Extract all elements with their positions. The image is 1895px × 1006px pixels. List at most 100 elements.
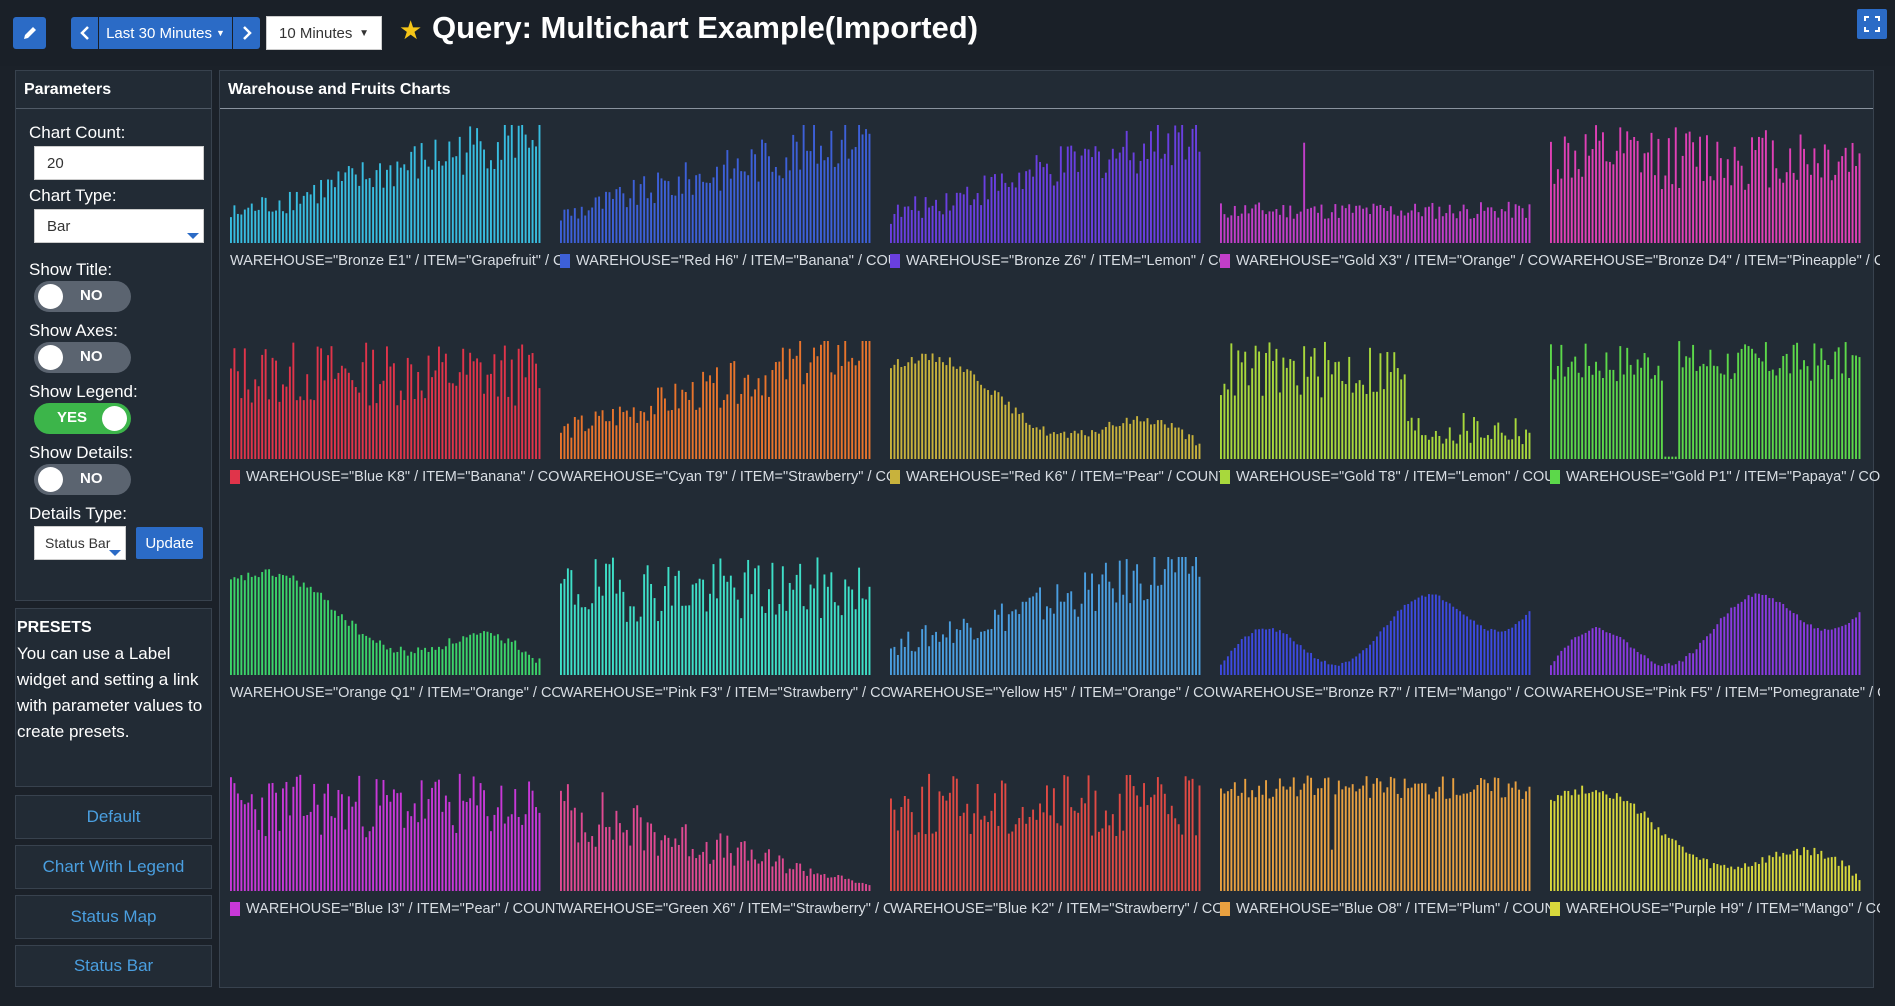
chart-bar <box>334 378 336 459</box>
chart-bar <box>1289 359 1292 459</box>
chart-bar <box>580 812 583 891</box>
chart-bar <box>1602 378 1604 459</box>
chart-cell[interactable]: WAREHOUSE="Purple H9" / ITEM="Mango" / C… <box>1550 769 1880 979</box>
preset-status-bar-button[interactable]: Status Bar <box>15 945 212 987</box>
favorite-star-icon[interactable]: ★ <box>399 15 423 45</box>
chart-bar <box>1608 633 1611 675</box>
chart-bar <box>1230 215 1233 243</box>
chart-bar <box>1369 347 1371 459</box>
chart-bar <box>1480 437 1482 459</box>
chart-bar <box>302 195 305 243</box>
chart-bar <box>1376 205 1378 243</box>
show-details-toggle[interactable]: NO <box>34 464 131 495</box>
chart-bar <box>514 640 517 675</box>
chart-count-input[interactable]: 20 <box>34 146 204 180</box>
preset-chart-with-legend-button[interactable]: Chart With Legend <box>15 845 212 889</box>
chart-cell[interactable]: WAREHOUSE="Gold X3" / ITEM="Orange" / CO… <box>1220 121 1550 331</box>
fullscreen-button[interactable] <box>1857 9 1887 39</box>
chart-bar <box>1035 427 1038 459</box>
chart-cell[interactable]: WAREHOUSE="Gold P1" / ITEM="Papaya" / CO… <box>1550 337 1880 547</box>
chart-bar <box>615 810 618 891</box>
chart-bar <box>1511 627 1514 675</box>
chart-bar <box>458 773 461 891</box>
update-button[interactable]: Update <box>136 527 203 559</box>
chart-cell[interactable]: WAREHOUSE="Blue K2" / ITEM="Strawberry" … <box>890 769 1220 979</box>
chart-bar <box>987 390 989 459</box>
chart-cell[interactable]: WAREHOUSE="Blue I3" / ITEM="Pear" / COUN… <box>230 769 560 979</box>
chart-bar <box>1087 775 1090 891</box>
chart-cell[interactable]: WAREHOUSE="Orange Q1" / ITEM="Orange" / … <box>230 553 560 763</box>
chart-bar <box>469 634 472 675</box>
details-type-select[interactable]: Status Bar <box>34 526 126 560</box>
chart-bar <box>275 360 277 459</box>
chart-cell[interactable]: WAREHOUSE="Bronze Z6" / ITEM="Lemon" / C… <box>890 121 1220 331</box>
previous-range-button[interactable] <box>71 17 98 49</box>
chart-bar <box>983 175 986 243</box>
chart-bar <box>1775 168 1778 243</box>
chart-bar <box>1018 414 1021 459</box>
chart-bar <box>1372 783 1375 891</box>
chart-bar <box>1261 395 1264 459</box>
chart-cell[interactable]: WAREHOUSE="Bronze R7" / ITEM="Mango" / C… <box>1220 553 1550 763</box>
details-type-value: Status Bar <box>45 535 111 551</box>
chart-bar <box>313 184 316 243</box>
chart-bar <box>830 372 833 459</box>
preset-status-map-button[interactable]: Status Map <box>15 895 212 939</box>
chart-bar <box>1723 864 1726 891</box>
pencil-icon <box>23 27 36 39</box>
chart-bar <box>1118 152 1121 243</box>
chart-bar <box>674 383 677 459</box>
time-range-dropdown[interactable]: Last 30 Minutes ▼ <box>99 17 232 49</box>
chart-bar <box>854 365 857 459</box>
chart-cell[interactable]: WAREHOUSE="Bronze E1" / ITEM="Grapefruit… <box>230 121 560 331</box>
chart-bar <box>1563 647 1566 675</box>
chart-bar <box>1282 633 1285 675</box>
chart-bar <box>1355 205 1358 243</box>
chart-cell[interactable]: WAREHOUSE="Gold T8" / ITEM="Lemon" / COU… <box>1220 337 1550 547</box>
chart-bar <box>1198 151 1201 243</box>
chart-bar <box>1160 784 1163 891</box>
show-title-toggle[interactable]: NO <box>34 281 131 312</box>
chart-cell[interactable]: WAREHOUSE="Green X6" / ITEM="Strawberry"… <box>560 769 890 979</box>
chart-bar <box>396 405 399 459</box>
chart-bar <box>275 210 277 243</box>
chart-bar <box>691 848 694 891</box>
chart-bar <box>496 396 499 459</box>
chart-bar <box>1174 572 1177 675</box>
show-axes-toggle[interactable]: NO <box>34 342 131 373</box>
edit-button[interactable] <box>13 17 46 49</box>
chart-bar <box>1810 855 1812 891</box>
chart-cell[interactable]: WAREHOUSE="Blue K8" / ITEM="Banana" / CO… <box>230 337 560 547</box>
chart-cell[interactable]: WAREHOUSE="Bronze D4" / ITEM="Pineapple"… <box>1550 121 1880 331</box>
chart-cell[interactable]: WAREHOUSE="Blue O8" / ITEM="Plum" / COUN <box>1220 769 1550 979</box>
show-legend-toggle[interactable]: YES <box>34 403 131 434</box>
chart-cell[interactable]: WAREHOUSE="Yellow H5" / ITEM="Orange" / … <box>890 553 1220 763</box>
preset-default-button[interactable]: Default <box>15 795 212 839</box>
chart-bar <box>406 655 409 675</box>
chart-cell[interactable]: WAREHOUSE="Red K6" / ITEM="Pear" / COUNT <box>890 337 1220 547</box>
chart-bar <box>1719 158 1722 243</box>
chart-bar <box>861 598 864 675</box>
chart-bar <box>976 193 979 243</box>
next-range-button[interactable] <box>233 17 260 49</box>
chart-cell[interactable]: WAREHOUSE="Cyan T9" / ITEM="Strawberry" … <box>560 337 890 547</box>
chart-bar <box>900 638 903 675</box>
chart-bar <box>1452 440 1455 459</box>
chart-bar <box>299 396 302 459</box>
chart-type-select[interactable]: Bar <box>34 209 204 243</box>
interval-select[interactable]: 10 Minutes ▼ <box>266 16 382 50</box>
chart-bar <box>1764 342 1767 459</box>
chart-cell[interactable]: WAREHOUSE="Pink F5" / ITEM="Pomegranate"… <box>1550 553 1880 763</box>
chart-bar <box>778 361 781 459</box>
chart-bar <box>1827 364 1830 459</box>
chart-cell[interactable]: WAREHOUSE="Red H6" / ITEM="Banana" / COU… <box>560 121 890 331</box>
chart-bar <box>1417 418 1420 459</box>
chart-bar <box>1504 797 1507 891</box>
chart-bar <box>1719 865 1722 891</box>
chart-bar <box>781 566 784 675</box>
chart-bar <box>816 163 819 243</box>
chart-bar <box>774 861 777 891</box>
chart-cell[interactable]: WAREHOUSE="Pink F3" / ITEM="Strawberry" … <box>560 553 890 763</box>
chart-bar <box>802 384 805 459</box>
chart-bar <box>1758 136 1760 243</box>
